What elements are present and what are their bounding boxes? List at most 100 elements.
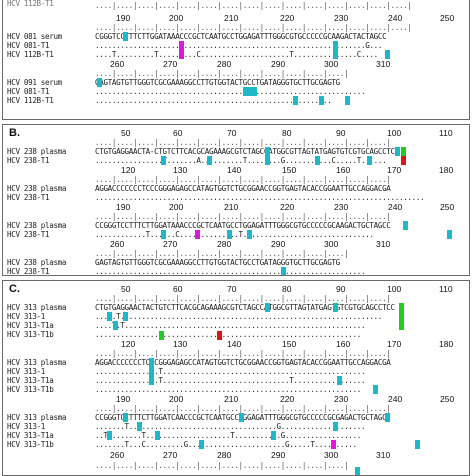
variant-highlight: [179, 41, 184, 50]
tick-label: 240: [388, 394, 403, 404]
tick-label: 240: [388, 13, 403, 23]
variant-highlight: [271, 431, 276, 440]
tick-label: 220: [280, 394, 295, 404]
seq-label: HCV 313-T1a: [7, 431, 54, 440]
seq-label: HCV 238-T1: [7, 230, 50, 239]
variant-highlight: [401, 156, 406, 165]
variant-highlight: [107, 431, 112, 440]
tick-label: 150: [282, 165, 297, 175]
seq-row: ................T.......A..........T....…: [95, 156, 387, 165]
tick-label: 250: [440, 13, 455, 23]
tick-label: 290: [271, 450, 286, 460]
variant-highlight: [207, 156, 212, 165]
seq-row: ....T.........T.........C...............…: [95, 50, 378, 59]
tick-label: 110: [439, 128, 453, 138]
tick-label: 190: [116, 202, 131, 212]
tick-label: 170: [387, 165, 402, 175]
ruler-c3: ....|....|....|....|....|....|....|....|…: [95, 404, 391, 413]
tick-label: 300: [324, 59, 339, 69]
seq-label: HCV 112B-T1: [7, 96, 54, 105]
seq-label: HCV 313-1: [7, 312, 45, 321]
variant-highlight: [155, 431, 160, 440]
tick-label: 310: [376, 59, 391, 69]
tick-label: 190: [116, 394, 131, 404]
variant-highlight: [281, 267, 286, 275]
seq-label: HCV 238 plasma: [7, 184, 67, 193]
seq-row: AGGACCCCCCCTCCCGGGAGAGCCATAGTGGTCTGCGGAA…: [95, 358, 391, 367]
tick-label: 200: [169, 13, 184, 23]
variant-highlight: [161, 156, 166, 165]
tick-label: 260: [110, 450, 125, 460]
tick-label: 180: [439, 339, 454, 349]
panel-c: C. 50 60 70 80 90 100 110 ....|....|....…: [2, 280, 470, 476]
variant-highlight: [333, 41, 338, 50]
tick-label: 200: [169, 394, 184, 404]
seq-label: HCV 313-T1a: [7, 321, 54, 330]
tick-label: 170: [387, 339, 402, 349]
variant-highlight: [319, 96, 324, 105]
seq-row: .......T................................…: [95, 422, 366, 431]
tick-label: 280: [217, 59, 232, 69]
tick-label: 220: [280, 202, 295, 212]
tick-label: 230: [334, 394, 349, 404]
tick-label: 260: [110, 59, 125, 69]
variant-highlight: [137, 422, 142, 431]
seq-label: HCV 313-1: [7, 367, 45, 376]
seq-label: HCV 313-1: [7, 422, 45, 431]
tick-label: 210: [224, 13, 239, 23]
seq-row: CCGGGTCCTTTCTTGGATAAACCCGCTCAATGCCTGGAGA…: [95, 221, 391, 230]
tick-label: 190: [116, 13, 131, 23]
seq-label: HCV 081-T1: [7, 41, 50, 50]
seq-row: ...............T........................…: [95, 367, 366, 376]
variant-highlight: [333, 422, 338, 431]
tick-label: 210: [224, 394, 239, 404]
seq-row: ........................................…: [95, 41, 383, 50]
ruler-b1: ....|....|....|....|....|....|....|....|…: [95, 138, 391, 147]
tick-label: 80: [282, 128, 292, 138]
tick-label: 250: [440, 202, 455, 212]
seq-row: .......T...C.........G..................…: [95, 440, 357, 449]
panel-label: B.: [9, 127, 20, 139]
variant-highlight: [373, 385, 378, 394]
variant-highlight: [399, 303, 404, 330]
tick-label: 280: [217, 239, 232, 249]
tick-label: 300: [324, 450, 339, 460]
variant-highlight: [415, 440, 420, 449]
clipped-row: HCV 112B-T1: [7, 0, 54, 8]
variant-highlight: [401, 147, 406, 156]
tick-label: 230: [334, 202, 349, 212]
seq-row: ........................................…: [95, 267, 366, 276]
seq-row: GAGTAGTGTTGGGTCGCGAAAGGCCTTGTGGTACTGCCTG…: [95, 78, 340, 87]
ruler-a2: ....|....|....|....|....|....|....|....|…: [95, 69, 349, 78]
tick-label: 240: [388, 202, 403, 212]
tick-label: 200: [169, 202, 184, 212]
tick-label: 130: [173, 339, 188, 349]
ruler-b4: ....|....|....|....|....|....|....|....|…: [95, 249, 349, 258]
seq-label: HCV 313-T1a: [7, 376, 54, 385]
tick-label: 60: [173, 128, 183, 138]
variant-highlight: [239, 413, 244, 422]
seq-label: HCV 112B-T1: [7, 50, 54, 59]
tick-label: 120: [121, 339, 136, 349]
variant-highlight: [293, 96, 298, 105]
tick-label: 50: [121, 284, 131, 294]
seq-row: CGGGTCCTTTCTTGGATAAACCCGCTCAATGCCTGGAGAT…: [95, 32, 387, 41]
variant-highlight: [247, 230, 252, 239]
tick-label: 130: [173, 165, 188, 175]
variant-highlight: [107, 312, 112, 321]
variant-highlight: [385, 50, 390, 59]
variant-highlight: [97, 78, 102, 87]
tick-label: 280: [217, 450, 232, 460]
seq-row: ....T.T.................................…: [95, 321, 366, 330]
ruler-c4: ....|....|....|....|....|....|....|....|…: [95, 461, 349, 470]
variant-highlight: [199, 440, 204, 449]
variant-highlight: [217, 331, 222, 340]
variant-highlight: [333, 50, 338, 59]
tick-label: 270: [163, 59, 178, 69]
tick-label: 220: [280, 13, 295, 23]
seq-row: ..T........T....................T.......…: [95, 431, 361, 440]
tick-label: 140: [227, 339, 242, 349]
tick-label: 100: [387, 128, 402, 138]
panel-a: HCV 112B-T1 ....|....|....|....|....|...…: [2, 0, 470, 120]
